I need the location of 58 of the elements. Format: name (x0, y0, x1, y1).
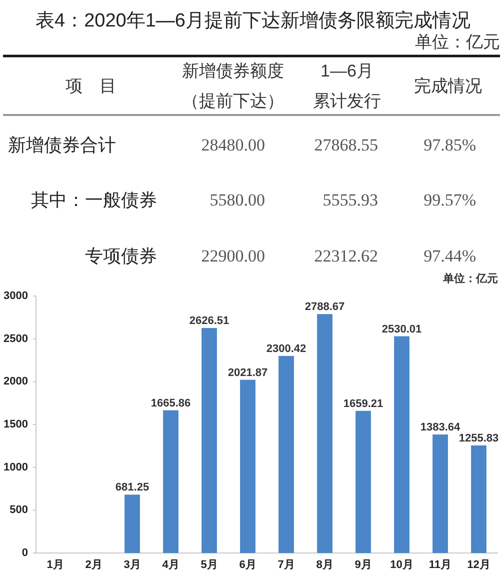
text: 项 目 (66, 76, 116, 96)
text: 1—6月累计发行 (313, 62, 381, 110)
bar (124, 494, 140, 553)
data-label: 681.25 (115, 482, 150, 494)
bar (471, 445, 486, 553)
y-tick-label: 500 (10, 504, 28, 516)
data-label: 1383.64 (420, 421, 462, 434)
x-tick-label: 7月 (278, 559, 295, 571)
x-tick-label: 9月 (354, 559, 372, 571)
data-label: 97.44% (424, 246, 476, 266)
x-tick-label: 4月 (162, 559, 180, 571)
data-label: 27868.55 (314, 136, 378, 154)
text: 单位：亿元 (415, 32, 500, 52)
y-tick-label: 2000 (4, 376, 28, 388)
bar (202, 328, 217, 553)
data-label: 28480.00 (201, 136, 265, 154)
data-label: 2788.67 (304, 301, 345, 314)
data-label: 2626.51 (189, 314, 230, 327)
text: 新增债券额度（提前下达） (182, 62, 284, 110)
x-tick-label: 6月 (239, 559, 256, 571)
category-label: 其中：一般债券 (31, 190, 157, 210)
data-label: 1665.86 (150, 397, 191, 410)
category-label: 新增债券合计 (8, 135, 116, 155)
x-tick-label: 8月 (316, 559, 334, 571)
x-tick-label: 11月 (428, 559, 452, 571)
data-label: 2021.87 (228, 366, 268, 379)
x-tick-label: 3月 (124, 559, 141, 571)
data-label: 99.57% (424, 190, 476, 210)
y-tick-label: 2500 (4, 332, 28, 345)
bar (394, 336, 410, 553)
bar (278, 356, 294, 553)
y-tick-label: 3000 (4, 290, 28, 302)
x-tick-label: 1月 (46, 559, 64, 571)
category-label: 专项债券 (85, 246, 157, 266)
bar (163, 410, 178, 553)
data-label: 5580.00 (210, 190, 265, 210)
y-tick-label: 1000 (4, 461, 28, 474)
x-tick-label: 2月 (85, 559, 102, 571)
y-tick-label: 1500 (4, 418, 28, 430)
x-tick-label: 12月 (467, 559, 490, 571)
bar (240, 380, 256, 553)
bar (432, 434, 448, 553)
bar (317, 314, 332, 553)
data-label: 97.85% (424, 136, 476, 154)
data-label: 5555.93 (322, 190, 378, 210)
x-tick-label: 5月 (200, 559, 218, 571)
text: 表4：2020年1—6月提前下达新增债务限额完成情况 (36, 10, 470, 32)
y-tick-label: 0 (22, 547, 28, 559)
data-label: 22900.00 (201, 246, 265, 266)
data-label: 22312.62 (314, 246, 378, 266)
text: 单位：亿元 (442, 272, 498, 285)
bar (356, 410, 371, 553)
x-tick-label: 10月 (390, 559, 414, 571)
data-label: 1255.83 (458, 432, 499, 444)
data-label: 2530.01 (382, 323, 422, 336)
data-label: 1659.21 (343, 398, 384, 410)
text: 完成情况 (414, 76, 482, 96)
data-label: 2300.42 (266, 342, 306, 355)
